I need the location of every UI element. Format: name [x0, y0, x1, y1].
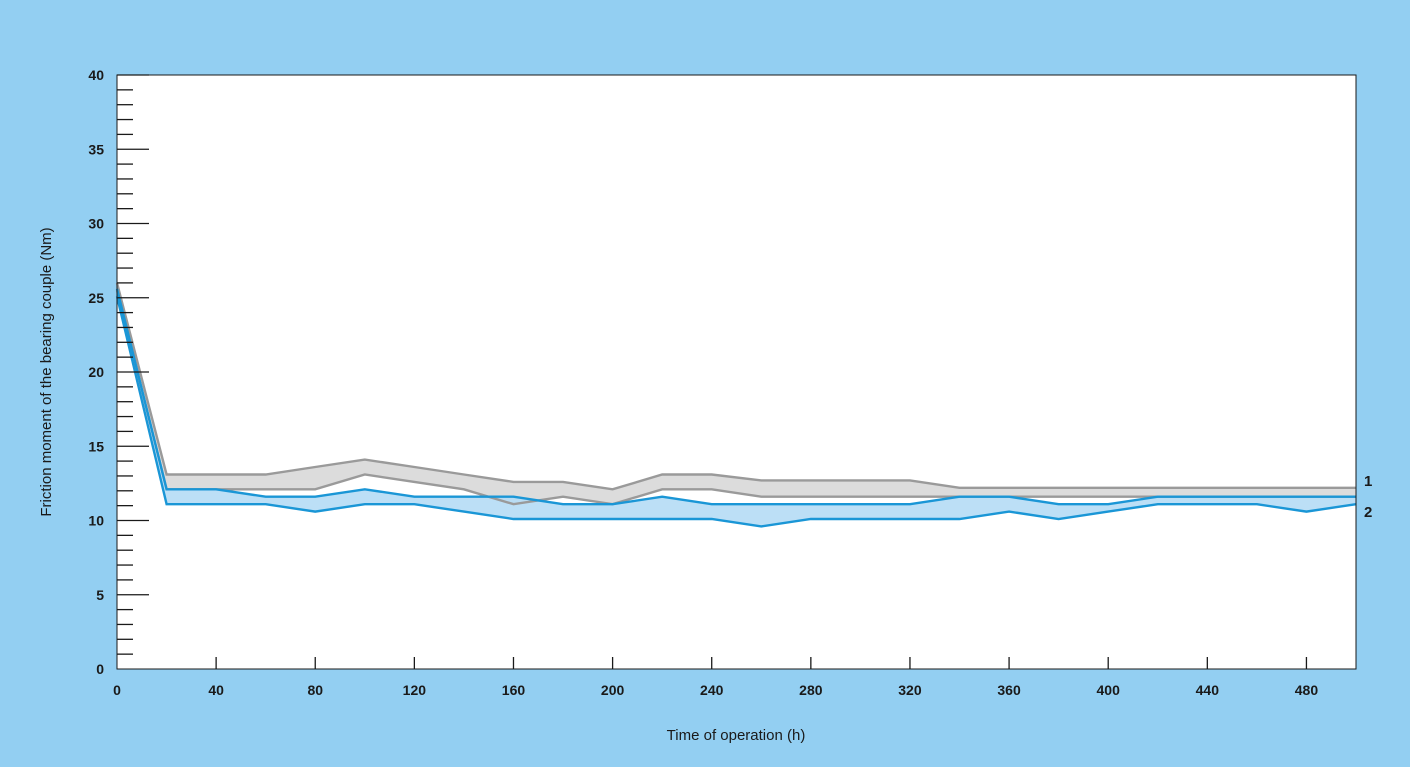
series-label-2: 2: [1364, 504, 1372, 521]
y-tick-label: 0: [96, 661, 104, 677]
series-1-lower-line: [115, 290, 1356, 506]
y-tick-label: 40: [88, 67, 104, 83]
y-tick-label: 25: [88, 290, 104, 306]
series-2-lower-line: [115, 296, 1357, 528]
x-tick-label: 440: [1196, 682, 1220, 698]
y-tick-label: 30: [88, 216, 104, 232]
series-2-upper-line: [115, 288, 1356, 506]
x-tick-label: 0: [113, 682, 121, 698]
series-1-band: [117, 282, 1356, 505]
y-tick-label: 15: [88, 438, 104, 454]
series-1-upper-line: [115, 282, 1356, 491]
x-axis: 0 40 80 120 160 200 240 280 320 360 400 440 480: [113, 657, 1318, 698]
y-axis-title: Friction moment of the bearing couple (N…: [38, 227, 55, 516]
plot-area: [117, 75, 1356, 669]
x-tick-label: 240: [700, 682, 724, 698]
series-label-1: 1: [1364, 473, 1372, 490]
y-axis: 0 5 10 15 20 25 30 35 40: [88, 67, 149, 677]
y-tick-label: 10: [88, 513, 104, 529]
series-labels: 12: [1364, 473, 1372, 521]
x-tick-label: 200: [601, 682, 625, 698]
x-tick-label: 360: [997, 682, 1021, 698]
y-tick-label: 20: [88, 364, 104, 380]
x-tick-label: 280: [799, 682, 823, 698]
x-tick-label: 480: [1295, 682, 1319, 698]
x-tick-label: 320: [898, 682, 922, 698]
y-tick-label: 5: [96, 587, 104, 603]
series-2-band: [117, 288, 1356, 527]
x-tick-label: 120: [403, 682, 427, 698]
y-tick-label: 35: [88, 141, 104, 157]
x-tick-label: 40: [208, 682, 224, 698]
x-tick-label: 400: [1097, 682, 1121, 698]
x-tick-label: 80: [307, 682, 323, 698]
x-axis-title: Time of operation (h): [667, 727, 806, 744]
series-layer: [115, 282, 1357, 528]
x-tick-label: 160: [502, 682, 526, 698]
